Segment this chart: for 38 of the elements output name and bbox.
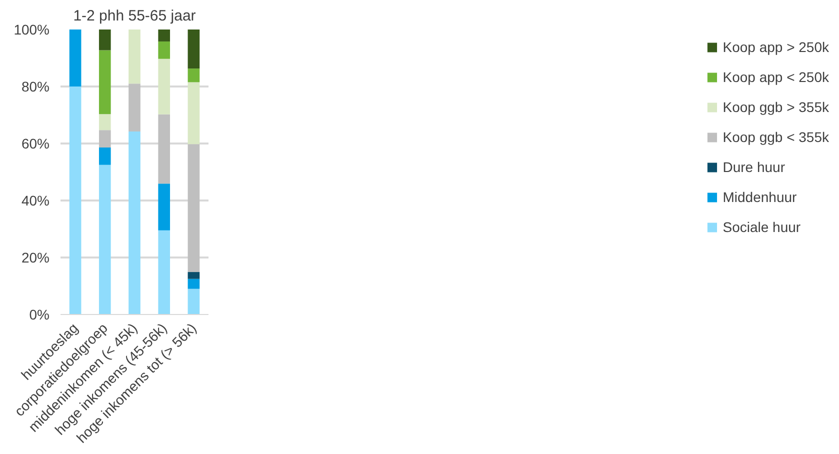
bar xyxy=(98,147,111,165)
bar xyxy=(69,86,82,314)
y-tick-label: 100% xyxy=(14,22,50,38)
bar xyxy=(128,30,140,84)
bar xyxy=(69,30,82,86)
bar xyxy=(188,278,200,289)
bar xyxy=(98,114,111,130)
legend-label: Sociale huur xyxy=(722,219,801,235)
bar xyxy=(158,184,170,230)
bar xyxy=(188,68,200,82)
bar xyxy=(128,84,140,132)
y-tick-label: 20% xyxy=(21,250,50,266)
bar xyxy=(158,30,170,42)
bar xyxy=(98,164,111,314)
bar xyxy=(128,132,140,314)
bar xyxy=(188,272,200,279)
bar xyxy=(158,58,170,114)
y-tick-label: 40% xyxy=(21,192,50,208)
bar xyxy=(158,114,170,184)
legend-label: Koop ggb < 355k xyxy=(722,129,829,145)
legend-label: Dure huur xyxy=(722,159,785,175)
bar xyxy=(188,30,200,69)
bar xyxy=(188,288,200,314)
bar xyxy=(188,144,200,272)
legend-label: Koop ggb > 355k xyxy=(722,99,829,115)
bar xyxy=(158,41,170,59)
legend-label: Middenhuur xyxy=(722,189,797,205)
bar xyxy=(158,230,170,314)
y-tick-label: 60% xyxy=(21,136,50,152)
legend-label: Koop app < 250k xyxy=(722,69,829,85)
bar xyxy=(188,82,200,144)
y-tick-label: 80% xyxy=(21,78,50,94)
bar xyxy=(98,130,111,148)
bar xyxy=(98,30,111,50)
legend-label: Koop app > 250k xyxy=(722,39,829,55)
y-tick-label: 0% xyxy=(29,306,50,322)
bar xyxy=(98,50,111,114)
chart-title: 1-2 phh 55-65 jaar xyxy=(73,8,196,24)
